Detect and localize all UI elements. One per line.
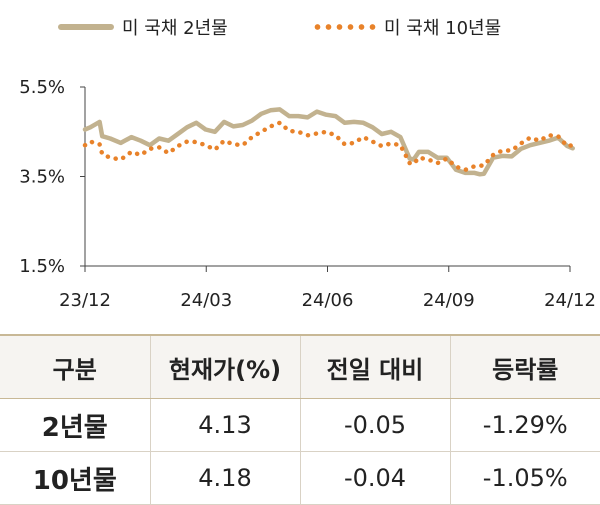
legend-swatch-10y (312, 24, 376, 30)
header-day-change: 전일 대비 (299, 334, 450, 399)
x-tick-label: 23/12 (59, 290, 111, 311)
cell-day-change: -0.04 (299, 451, 450, 505)
y-tick-label: 1.5% (19, 256, 65, 277)
x-axis: 23/12 24/03 24/06 24/09 24/12 (59, 265, 596, 311)
cell-change-rate: -1.05% (449, 451, 600, 505)
table-header-row: 구분 현재가(%) 전일 대비 등락률 (0, 334, 600, 399)
legend-label-10y: 미 국채 10년물 (384, 18, 502, 39)
table-row: 2년물 4.13 -0.05 -1.29% (0, 398, 600, 452)
legend-item-2y: 미 국채 2년물 (58, 14, 228, 40)
yield-line-chart: 5.5% 3.5% 1.5% 23/12 24/03 24/06 24/09 24/12 (19, 77, 596, 311)
cell-current-price: 4.13 (149, 398, 300, 452)
y-axis: 5.5% 3.5% 1.5% (19, 77, 86, 277)
row-label-2y: 2년물 (0, 398, 150, 452)
x-tick-label: 24/09 (423, 290, 475, 311)
cell-current-price: 4.18 (149, 451, 300, 505)
table-row: 10년물 4.18 -0.04 -1.05% (0, 451, 600, 505)
y-tick-label: 5.5% (19, 77, 65, 98)
cell-day-change: -0.05 (299, 398, 450, 452)
chart-legend: 미 국채 2년물 미 국채 10년물 (0, 14, 600, 46)
legend-label-2y: 미 국채 2년물 (122, 18, 228, 39)
series-line-2y (82, 107, 575, 177)
header-current-price: 현재가(%) (149, 334, 300, 399)
series-line-10y (82, 120, 575, 173)
legend-item-10y: 미 국채 10년물 (312, 14, 501, 40)
x-tick-label: 24/12 (544, 290, 596, 311)
header-change-rate: 등락률 (449, 334, 600, 399)
yield-table: 구분 현재가(%) 전일 대비 등락률 2년물 4.13 -0.05 -1.29… (0, 334, 600, 505)
cell-change-rate: -1.29% (449, 398, 600, 452)
x-tick-label: 24/03 (180, 290, 232, 311)
row-label-10y: 10년물 (0, 451, 150, 505)
chart-series (82, 107, 575, 177)
y-tick-label: 3.5% (19, 167, 65, 188)
x-tick-label: 24/06 (302, 290, 354, 311)
legend-swatch-2y (58, 24, 114, 30)
header-category: 구분 (0, 334, 150, 399)
